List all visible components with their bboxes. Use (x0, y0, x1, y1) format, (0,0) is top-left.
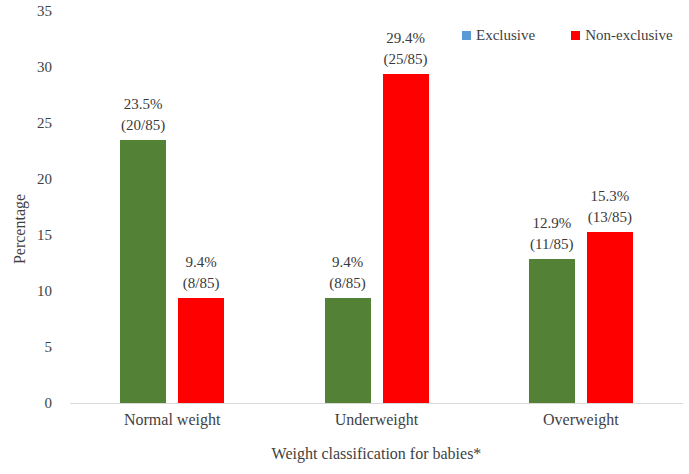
x-axis-label-overweight: Overweight (479, 410, 683, 430)
y-axis-tick-label: 20 (0, 169, 52, 189)
bar-exclusive-underweight (325, 298, 371, 403)
legend-label: Non-exclusive (585, 27, 672, 44)
bar-data-label: 23.5%(20/85) (93, 94, 193, 136)
y-axis-tick-label: 30 (0, 57, 52, 77)
bar-fraction-label: (25/85) (356, 49, 456, 70)
x-axis-label-underweight: Underweight (274, 410, 478, 430)
bar-fraction-label: (13/85) (560, 207, 660, 228)
legend-item-non-exclusive: Non-exclusive (571, 27, 672, 44)
bar-non-exclusive-overweight (587, 232, 633, 403)
bar-percent-label: 9.4% (151, 252, 251, 273)
legend-label: Exclusive (476, 27, 535, 44)
bar-percent-label: 23.5% (93, 94, 193, 115)
bar-chart: Percentage 05101520253035 23.5%(20/85)9.… (0, 0, 689, 474)
y-axis-tick-label: 35 (0, 1, 52, 21)
legend-item-exclusive: Exclusive (462, 27, 535, 44)
bar-non-exclusive-normal-weight (178, 298, 224, 403)
bar-percent-label: 15.3% (560, 186, 660, 207)
bar-exclusive-overweight (529, 259, 575, 403)
y-axis-tick-label: 10 (0, 281, 52, 301)
y-axis-tick-label: 15 (0, 225, 52, 245)
bar-fraction-label: (20/85) (93, 115, 193, 136)
x-axis-title: Weight classification for babies* (70, 445, 683, 463)
bar-percent-label: 29.4% (356, 28, 456, 49)
bar-data-label: 29.4%(25/85) (356, 28, 456, 70)
bar-data-label: 15.3%(13/85) (560, 186, 660, 228)
plot-area: 23.5%(20/85) 9.4%(8/85)9.4%(8/85) 29.4%(25… (70, 11, 683, 404)
y-axis-tick-label: 0 (0, 393, 52, 413)
bar-non-exclusive-underweight (383, 74, 429, 403)
x-axis-label-normal-weight: Normal weight (70, 410, 274, 430)
bar-fraction-label: (8/85) (151, 273, 251, 294)
legend-swatch-icon (571, 31, 580, 40)
y-axis-tick-label: 5 (0, 337, 52, 357)
bar-data-label: 9.4%(8/85) (151, 252, 251, 294)
legend-swatch-icon (462, 31, 471, 40)
legend: Exclusive Non-exclusive (462, 27, 673, 44)
y-axis-tick-label: 25 (0, 113, 52, 133)
